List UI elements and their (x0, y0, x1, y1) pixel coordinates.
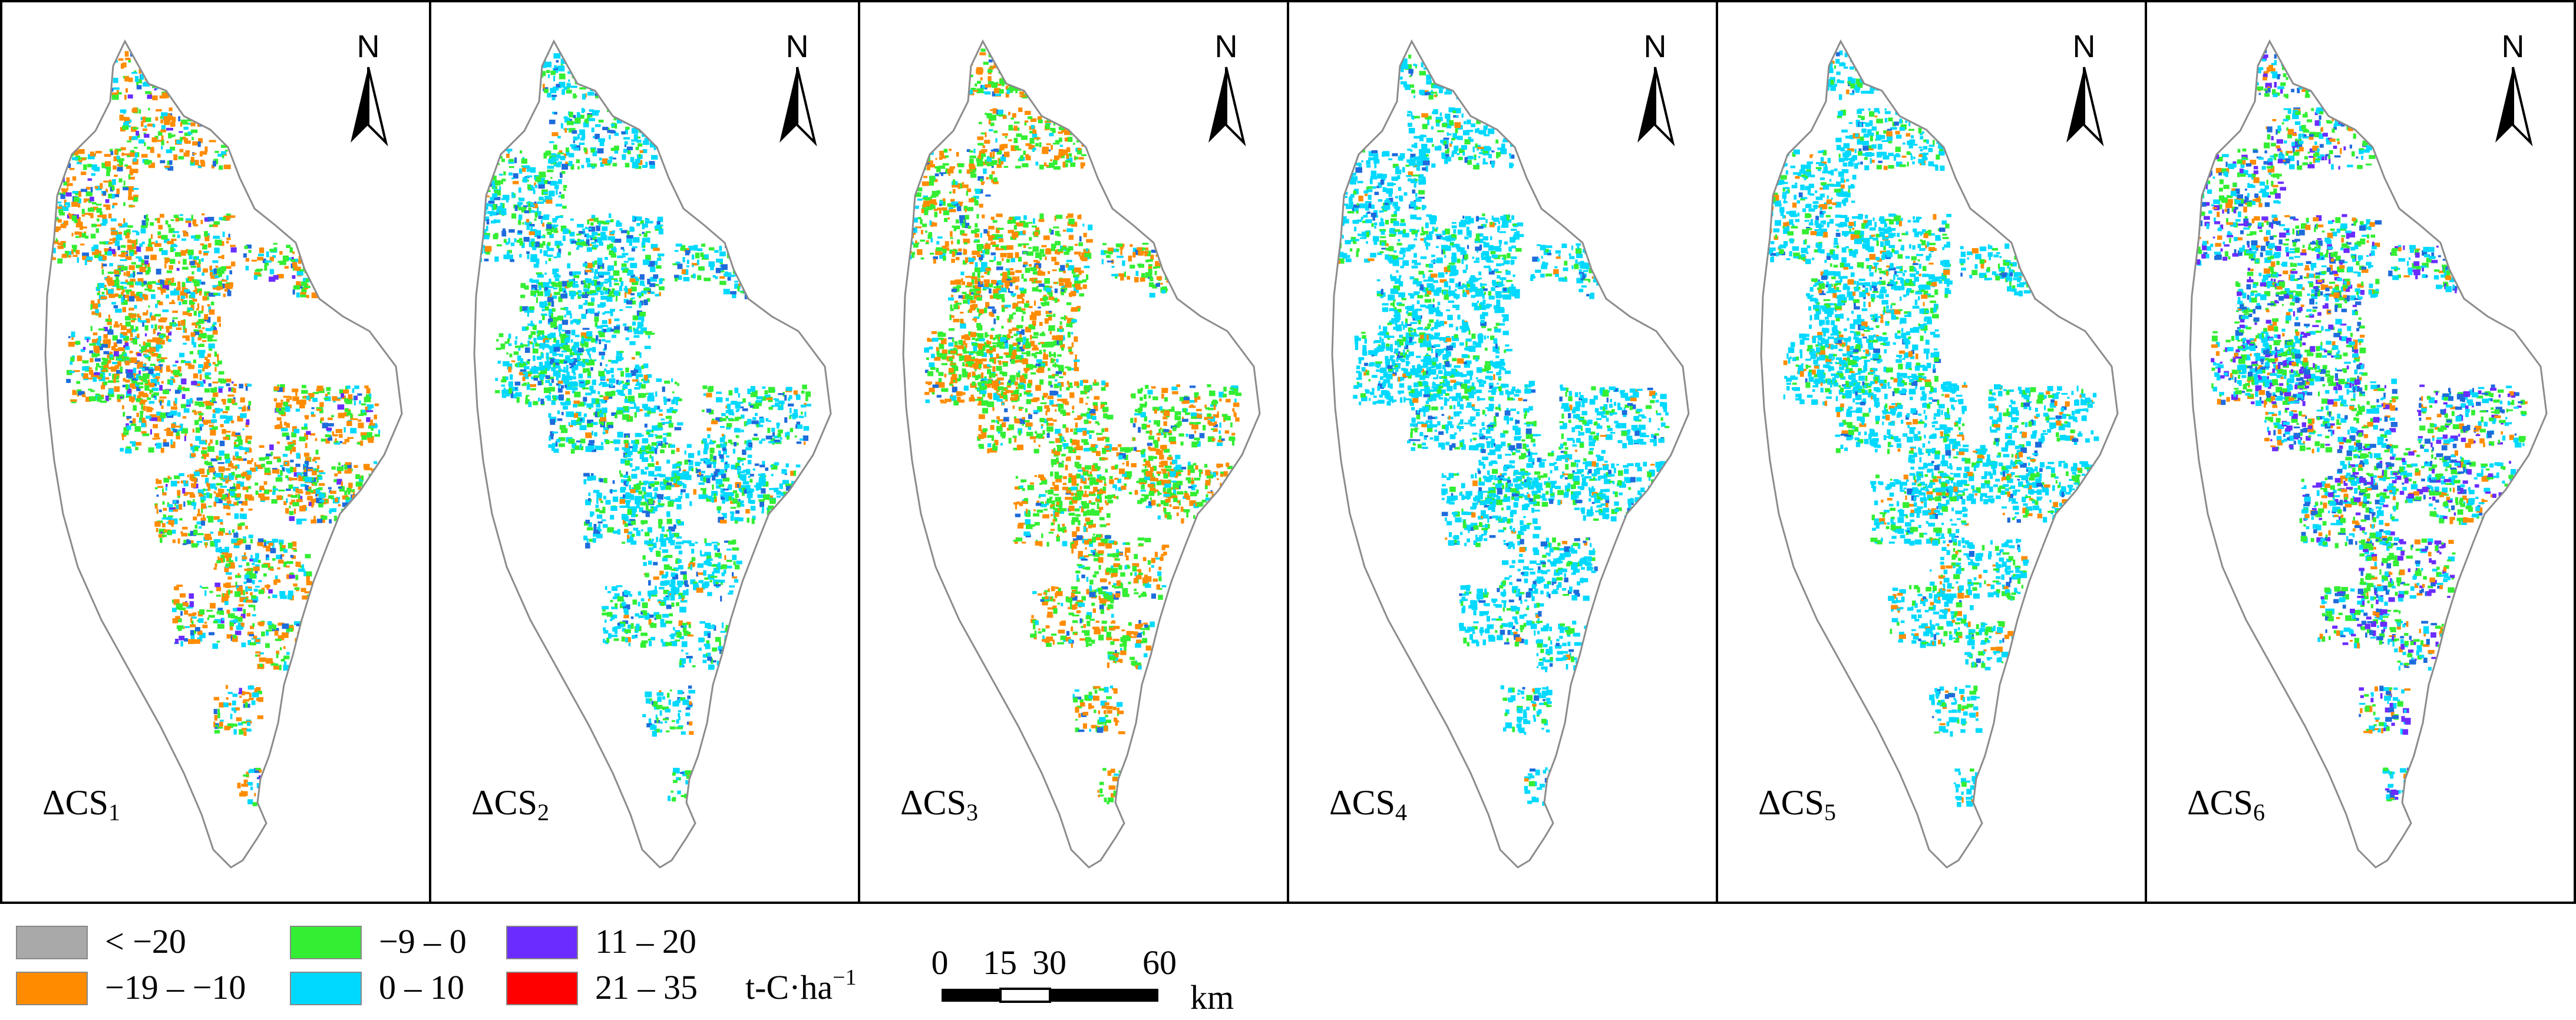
scale-bar-segment (942, 989, 1000, 1002)
north-arrow-icon: N (351, 29, 388, 147)
north-arrow-icon: N (2495, 29, 2533, 147)
legend-swatch (16, 926, 88, 959)
legend-swatch (290, 926, 362, 959)
panel-label-3: ΔCS3 (900, 783, 978, 826)
panel-label-2: ΔCS2 (471, 783, 549, 826)
legend-label: 11 – 20 (595, 922, 696, 960)
legend-label: 0 – 10 (379, 968, 464, 1006)
legend-label: 21 – 35 (595, 968, 698, 1006)
map-panel-5: N ΔCS5 (1716, 0, 2147, 904)
panel-label-6: ΔCS6 (2187, 783, 2265, 826)
panel-frame (0, 0, 431, 904)
legend-swatch (290, 972, 362, 1005)
scale-unit: km (1190, 978, 1234, 1016)
north-arrow-label: N (1215, 29, 1238, 64)
scale-tick-30: 30 (1032, 943, 1066, 982)
north-arrow-label: N (2073, 29, 2096, 64)
map-panel-6: N ΔCS6 (2145, 0, 2576, 904)
panel-frame (1287, 0, 1718, 904)
map-panel-1: N ΔCS1 (0, 0, 431, 904)
panel-label-4: ΔCS4 (1329, 783, 1407, 826)
legend-unit: t-C·ha−1 (745, 965, 857, 1006)
map-panel-4: N ΔCS4 (1287, 0, 1718, 904)
carbon-change-patches (45, 48, 401, 807)
legend-swatch (506, 926, 578, 959)
scale-tick-60: 60 (1142, 943, 1177, 982)
legend-label: −19 – −10 (105, 968, 246, 1006)
panel-label-5: ΔCS5 (1758, 783, 1836, 826)
panel-label-1: ΔCS1 (42, 783, 120, 826)
map-panel-2: N ΔCS2 (429, 0, 860, 904)
scale-bar-segment (1050, 989, 1158, 1002)
legend-swatch (506, 972, 578, 1005)
scale-bar-segment (999, 988, 1051, 1003)
legend-swatch (16, 972, 88, 1005)
north-arrow-label: N (2502, 29, 2525, 64)
north-arrow-label: N (357, 29, 380, 64)
legend: < −20 −19 – −10 −9 – 0 0 – 10 11 – 20 21 – 35… (16, 922, 857, 1006)
map-panel-3: N ΔCS3 (858, 0, 1289, 904)
map-panels: N ΔCS1 N ΔCS2 N ΔCS3 N ΔCS4 N ΔCS5 N ΔCS6 (0, 0, 2576, 904)
scale-bar: 0 15 30 60 km (932, 943, 1234, 1016)
north-arrow-icon: N (2066, 29, 2104, 147)
legend-label: −9 – 0 (379, 922, 467, 960)
north-arrow-icon: N (1208, 29, 1246, 147)
scale-tick-15: 15 (983, 943, 1017, 982)
north-arrow-icon: N (780, 29, 817, 147)
carbon-change-patches (474, 48, 830, 808)
legend-label: < −20 (105, 922, 186, 960)
north-arrow-icon: N (1637, 29, 1675, 147)
north-arrow-label: N (786, 29, 809, 64)
scale-tick-0: 0 (932, 943, 949, 982)
north-arrow-label: N (1644, 29, 1667, 64)
